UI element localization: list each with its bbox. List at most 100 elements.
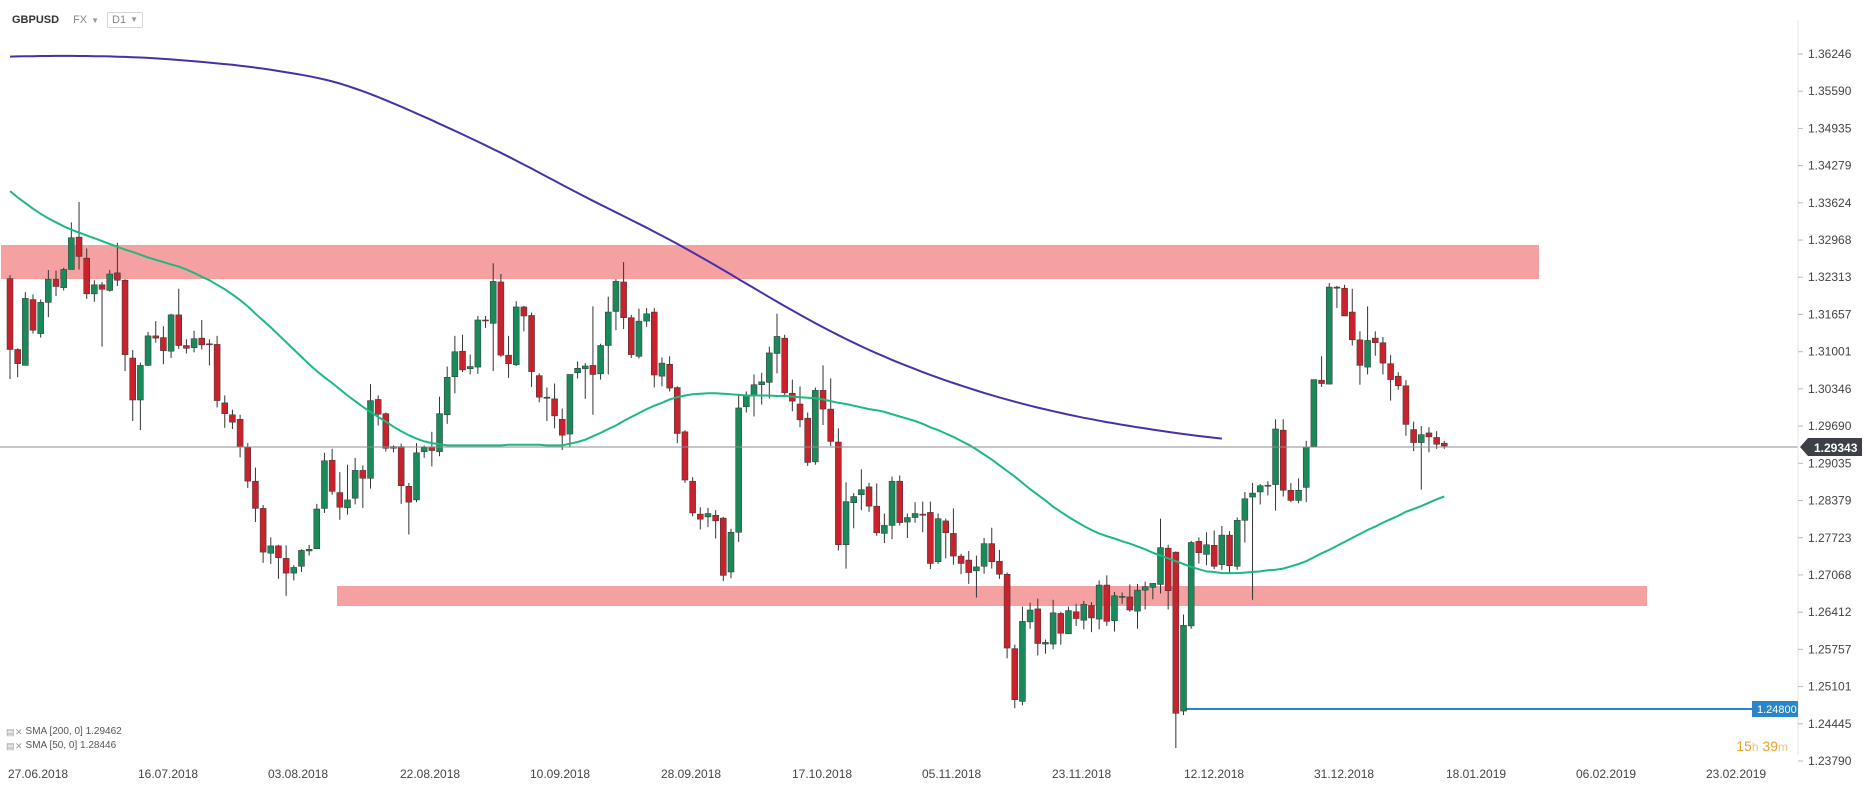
candle[interactable] <box>1356 331 1364 385</box>
candle[interactable] <box>1088 602 1095 633</box>
candle[interactable] <box>1310 379 1318 447</box>
candle[interactable] <box>1256 484 1264 505</box>
candle[interactable] <box>482 316 489 328</box>
candle[interactable] <box>1241 491 1249 543</box>
candle[interactable] <box>827 378 834 446</box>
candle[interactable] <box>888 476 896 540</box>
candle[interactable] <box>512 301 520 366</box>
candle[interactable] <box>957 553 965 575</box>
candle[interactable] <box>1172 551 1180 748</box>
candle[interactable] <box>1065 606 1072 635</box>
candle[interactable] <box>52 270 60 297</box>
candle[interactable] <box>190 330 198 353</box>
candle[interactable] <box>137 362 144 431</box>
candle[interactable] <box>213 335 221 408</box>
candle[interactable] <box>858 469 865 511</box>
candle[interactable] <box>674 386 681 444</box>
candle[interactable] <box>942 518 949 559</box>
candle[interactable] <box>597 343 604 380</box>
candle[interactable] <box>712 510 719 539</box>
candle[interactable] <box>812 387 819 465</box>
candle[interactable] <box>121 279 129 372</box>
candle[interactable] <box>1372 331 1379 356</box>
candle[interactable] <box>282 545 290 596</box>
candle[interactable] <box>934 513 942 565</box>
candle[interactable] <box>367 384 374 489</box>
candle[interactable] <box>643 308 650 327</box>
candle[interactable] <box>1057 611 1065 645</box>
candle[interactable] <box>1287 482 1295 503</box>
candle[interactable] <box>666 356 673 392</box>
candle[interactable] <box>436 396 443 457</box>
candle[interactable] <box>651 308 658 388</box>
candle[interactable] <box>589 306 597 415</box>
candle[interactable] <box>91 280 98 302</box>
candle[interactable] <box>766 346 773 399</box>
candle[interactable] <box>980 537 988 574</box>
candle[interactable] <box>405 482 413 535</box>
candle[interactable] <box>1395 372 1402 390</box>
candle[interactable] <box>543 387 551 422</box>
candle[interactable] <box>267 537 275 565</box>
candle[interactable] <box>1180 614 1187 716</box>
candle[interactable] <box>1272 419 1279 511</box>
candle[interactable] <box>1425 427 1433 453</box>
candle[interactable] <box>1418 426 1425 490</box>
candle[interactable] <box>390 445 397 453</box>
candle[interactable] <box>911 502 919 523</box>
candle[interactable] <box>865 482 873 512</box>
candle[interactable] <box>37 299 44 338</box>
candle[interactable] <box>658 357 666 387</box>
candle[interactable] <box>305 544 313 556</box>
candle[interactable] <box>1203 532 1210 566</box>
candle[interactable] <box>229 409 236 429</box>
candle[interactable] <box>1072 603 1080 626</box>
candle[interactable] <box>29 294 37 334</box>
candle[interactable] <box>873 483 880 536</box>
candle[interactable] <box>236 414 244 458</box>
candle[interactable] <box>1111 591 1118 632</box>
market-dropdown[interactable]: FX ▼ <box>73 14 99 26</box>
candle[interactable] <box>98 281 106 347</box>
candle[interactable] <box>1364 306 1371 375</box>
candle[interactable] <box>904 513 911 538</box>
candle[interactable] <box>620 262 627 330</box>
candle[interactable] <box>114 242 121 286</box>
candle[interactable] <box>535 373 543 403</box>
candle[interactable] <box>1134 583 1141 629</box>
candle[interactable] <box>45 270 52 318</box>
indicator-settings-icon[interactable]: ▤ ✕ <box>6 741 23 751</box>
candle[interactable] <box>459 334 466 373</box>
candle[interactable] <box>1433 431 1440 449</box>
candle[interactable] <box>428 431 436 467</box>
candle[interactable] <box>75 201 83 270</box>
candle[interactable] <box>1118 592 1126 604</box>
candle[interactable] <box>1349 288 1356 346</box>
indicator-settings-icon[interactable]: ▤ ✕ <box>6 727 23 737</box>
candle[interactable] <box>835 428 842 551</box>
candle[interactable] <box>160 326 167 365</box>
candle[interactable] <box>1049 599 1057 650</box>
candle[interactable] <box>451 335 459 394</box>
candle[interactable] <box>1187 540 1195 629</box>
candle[interactable] <box>1210 530 1218 570</box>
legend-sma-50[interactable]: ▤ ✕ SMA [50, 0] 1.28446 <box>6 739 122 753</box>
candle[interactable] <box>497 274 505 357</box>
candle[interactable] <box>1218 526 1226 570</box>
candle[interactable] <box>413 443 420 503</box>
candle[interactable] <box>973 555 980 598</box>
candle[interactable] <box>275 544 282 579</box>
sma-50-line[interactable] <box>9 190 1445 575</box>
candle[interactable] <box>551 383 558 429</box>
candle[interactable] <box>175 288 182 349</box>
candle[interactable] <box>1318 356 1325 387</box>
candle[interactable] <box>206 339 213 366</box>
candle[interactable] <box>842 482 850 569</box>
candle[interactable] <box>1441 440 1448 449</box>
candle[interactable] <box>635 308 643 359</box>
candle[interactable] <box>1402 380 1410 436</box>
candle[interactable] <box>927 501 934 570</box>
candle[interactable] <box>1295 478 1302 504</box>
candle[interactable] <box>336 472 344 520</box>
candle[interactable] <box>1149 583 1157 600</box>
